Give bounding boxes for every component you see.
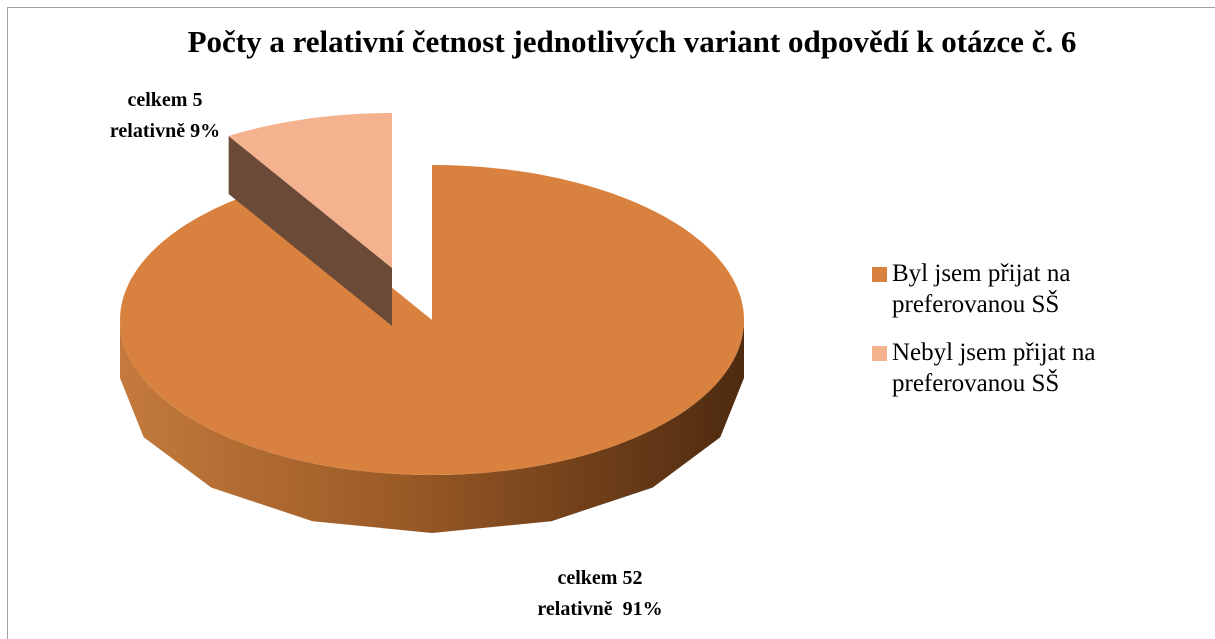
data-label-line: celkem 5 (127, 89, 203, 111)
slice (120, 165, 744, 475)
data-label-line: celkem 52 (557, 567, 643, 589)
data-label-line: relativně 9% (109, 120, 221, 142)
slice-face (228, 135, 392, 326)
slice (228, 113, 392, 268)
chart-title: Počty a relativní četnost jednotlivých v… (187, 24, 1077, 59)
data-label: celkem 52 relativně 91% (480, 563, 720, 625)
legend-swatch (872, 267, 887, 282)
legend-swatch (872, 346, 887, 361)
legend-label: Nebyl jsem přijat na preferovanou SŠ (892, 339, 1096, 397)
data-label: celkem 5 relativně 9% (45, 85, 285, 147)
chart-border (7, 7, 1215, 639)
slice-side (120, 320, 744, 533)
legend-label: Byl jsem přijat na preferovanou SŠ (892, 260, 1071, 318)
data-label-line: relativně 91% (537, 598, 663, 620)
legend-item: Nebyl jsem přijat na preferovanou SŠ (872, 337, 1122, 399)
legend: Byl jsem přijat na preferovanou SŠ Nebyl … (872, 258, 1122, 416)
legend-item: Byl jsem přijat na preferovanou SŠ (872, 258, 1122, 320)
pie (120, 113, 744, 533)
